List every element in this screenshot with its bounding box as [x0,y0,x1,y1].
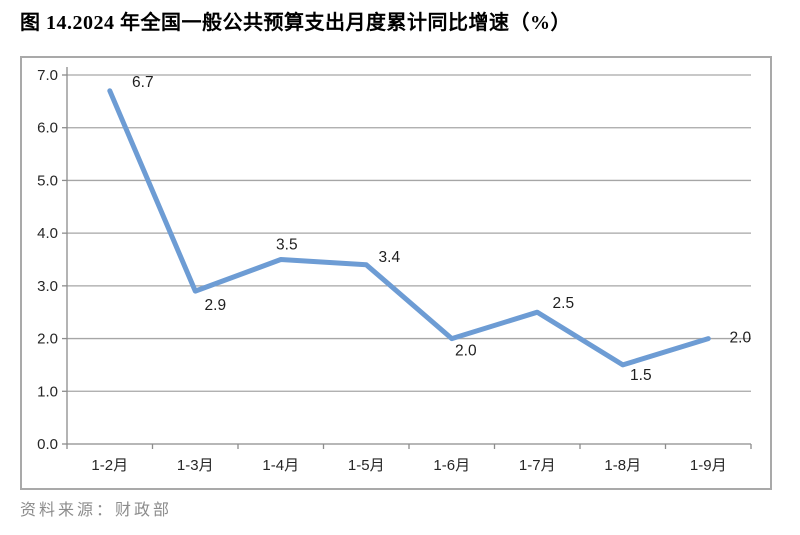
data-label: 3.5 [276,237,298,254]
data-label: 3.4 [379,249,401,266]
data-label: 2.9 [205,297,227,314]
x-tick-label: 1-8月 [604,457,641,474]
chart-canvas: 0.0 1.0 2.0 3.0 4.0 5.0 6.0 7.0 1-2月 1-3月 1-4月 1-5月… [37,67,752,474]
x-tick-label: 1-7月 [519,457,556,474]
x-tick-label: 1-4月 [262,457,299,474]
y-tick-label: 5.0 [37,172,58,189]
data-label: 6.7 [132,74,154,91]
chart-title: 图 14.2024 年全国一般公共预算支出月度累计同比增速（%） [20,12,571,34]
data-label: 1.5 [630,367,652,384]
data-label: 2.5 [553,295,575,312]
x-tick-label: 1-6月 [433,457,470,474]
y-tick-label: 0.0 [37,436,58,453]
x-tick-label: 1-9月 [690,457,727,474]
y-tick-label: 6.0 [37,120,58,137]
x-tick-label: 1-5月 [348,457,385,474]
x-tick-label: 1-3月 [177,457,214,474]
data-label: 2.0 [455,343,477,360]
chart-frame: 0.0 1.0 2.0 3.0 4.0 5.0 6.0 7.0 1-2月 1-3月 1-4月 1-5月… [20,56,772,490]
y-tick-label: 3.0 [37,278,58,295]
y-tick-label: 1.0 [37,383,58,400]
y-tick-label: 7.0 [37,67,58,84]
data-label: 2.0 [730,330,752,347]
y-tick-label: 2.0 [37,331,58,348]
data-line [107,88,711,368]
source-note: 资料来源：财政部 [20,502,173,519]
x-tick-label: 1-2月 [91,457,128,474]
y-tick-label: 4.0 [37,225,58,242]
